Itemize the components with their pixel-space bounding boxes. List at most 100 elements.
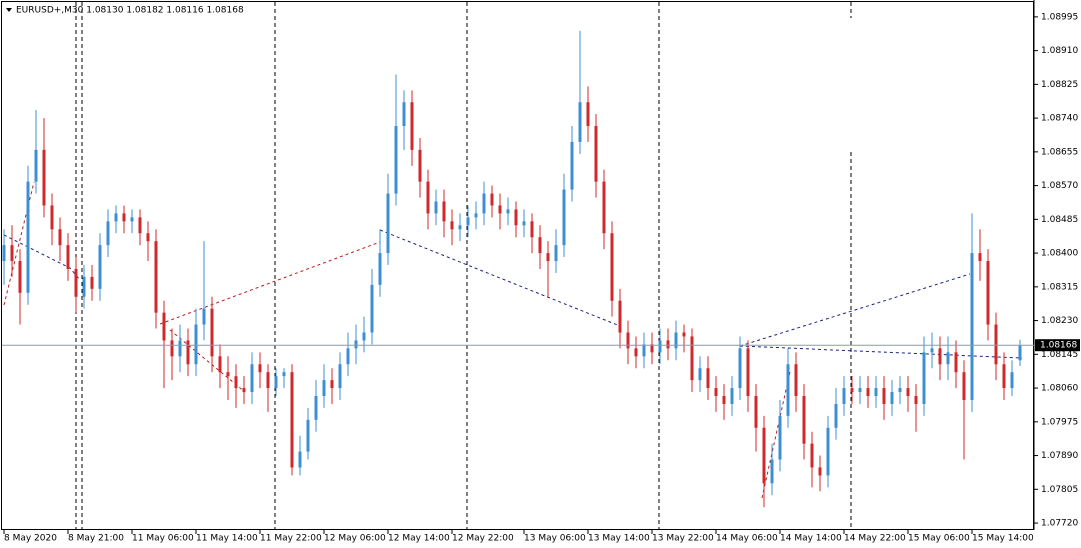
candle-body (642, 344, 646, 357)
candle-body (194, 324, 198, 365)
current-price-box (1035, 339, 1080, 352)
candle-body (178, 340, 182, 357)
candle-body (946, 352, 950, 365)
candle-body (282, 372, 286, 377)
candle-body (506, 209, 510, 214)
candle-body (682, 332, 686, 337)
candle-body (426, 181, 430, 214)
candle-body (482, 193, 486, 214)
y-tick-label: 1.08400 (1041, 249, 1078, 259)
candle-body (490, 193, 494, 206)
candle-body (226, 372, 230, 377)
candle-body (266, 372, 270, 389)
candle-body (746, 348, 750, 397)
candle-body (938, 348, 942, 365)
x-tick-label: 15 May 14:00 (972, 534, 1034, 544)
candle-body (618, 300, 622, 333)
y-tick-label: 1.07720 (1041, 519, 1078, 529)
candle-body (714, 388, 718, 397)
candle-body (322, 380, 326, 397)
candle-body (498, 205, 502, 214)
candle-body (218, 356, 222, 373)
candle-body (954, 352, 958, 373)
candle-body (34, 149, 38, 182)
candle-body (810, 443, 814, 468)
candle-body (650, 344, 654, 353)
x-tick-label: 14 May 06:00 (716, 534, 778, 544)
candle-body (1010, 372, 1014, 389)
candle-body (138, 217, 142, 234)
x-tick-label: 8 May 2020 (4, 534, 57, 544)
candle-body (290, 372, 294, 468)
candle-body (762, 427, 766, 484)
candle-body (570, 141, 574, 190)
candle-body (802, 396, 806, 444)
candle-body (586, 102, 590, 127)
candle-body (994, 324, 998, 365)
x-tick-label: 14 May 22:00 (844, 534, 906, 544)
candle-body (978, 253, 982, 262)
candle-body (82, 276, 86, 297)
candle-body (514, 209, 518, 226)
candle-body (338, 364, 342, 389)
candle-body (10, 245, 14, 262)
candle-body (626, 332, 630, 349)
candle-body (450, 221, 454, 230)
candle-body (690, 336, 694, 381)
candle-body (458, 225, 462, 230)
candle-body (874, 388, 878, 397)
y-tick-label: 1.08230 (1041, 316, 1078, 326)
candle-body (418, 149, 422, 182)
candle-body (930, 348, 934, 353)
x-tick-label: 14 May 14:00 (780, 534, 842, 544)
candle-body (738, 348, 742, 389)
y-tick-label: 1.08485 (1041, 215, 1078, 225)
candle-body (898, 388, 902, 393)
candle-body (370, 284, 374, 333)
candle-body (562, 189, 566, 246)
y-tick-label: 1.08570 (1041, 181, 1078, 191)
candle-body (538, 237, 542, 254)
candle-body (378, 253, 382, 285)
candle-body (90, 276, 94, 289)
candle-body (754, 396, 758, 428)
candle-body (26, 181, 30, 293)
candle-body (906, 388, 910, 397)
candle-body (1002, 364, 1006, 389)
menu-arrow (6, 8, 12, 12)
candle-body (66, 245, 70, 269)
x-tick-label: 11 May 06:00 (132, 534, 194, 544)
candle-body (722, 396, 726, 404)
candle-body (146, 233, 150, 242)
candle-body (850, 388, 854, 393)
x-tick-label: 12 May 06:00 (324, 534, 386, 544)
candle-body (986, 261, 990, 325)
candle-body (402, 102, 406, 127)
candle-body (250, 364, 254, 393)
candle-body (698, 368, 702, 381)
candle-body (130, 217, 134, 222)
candle-body (2, 245, 6, 262)
candle-body (970, 253, 974, 400)
candle-body (18, 261, 22, 293)
candle-body (706, 368, 710, 389)
candle-body (778, 415, 782, 460)
candle-body (354, 340, 358, 349)
candle-body (890, 392, 894, 404)
candle-body (42, 149, 46, 206)
candle-body (122, 213, 126, 222)
candle-body (234, 376, 238, 389)
candle-body (50, 205, 54, 230)
candle-body (522, 221, 526, 226)
candle-body (610, 233, 614, 301)
candle-body (274, 376, 278, 389)
y-tick-label: 1.08315 (1041, 282, 1078, 292)
y-tick-label: 1.07975 (1041, 417, 1078, 427)
x-tick-label: 13 May 22:00 (652, 534, 714, 544)
candle-body (594, 126, 598, 182)
candle-body (530, 221, 534, 238)
y-tick-label: 1.08145 (1041, 350, 1078, 360)
candle-body (914, 396, 918, 404)
candle-body (466, 217, 470, 226)
